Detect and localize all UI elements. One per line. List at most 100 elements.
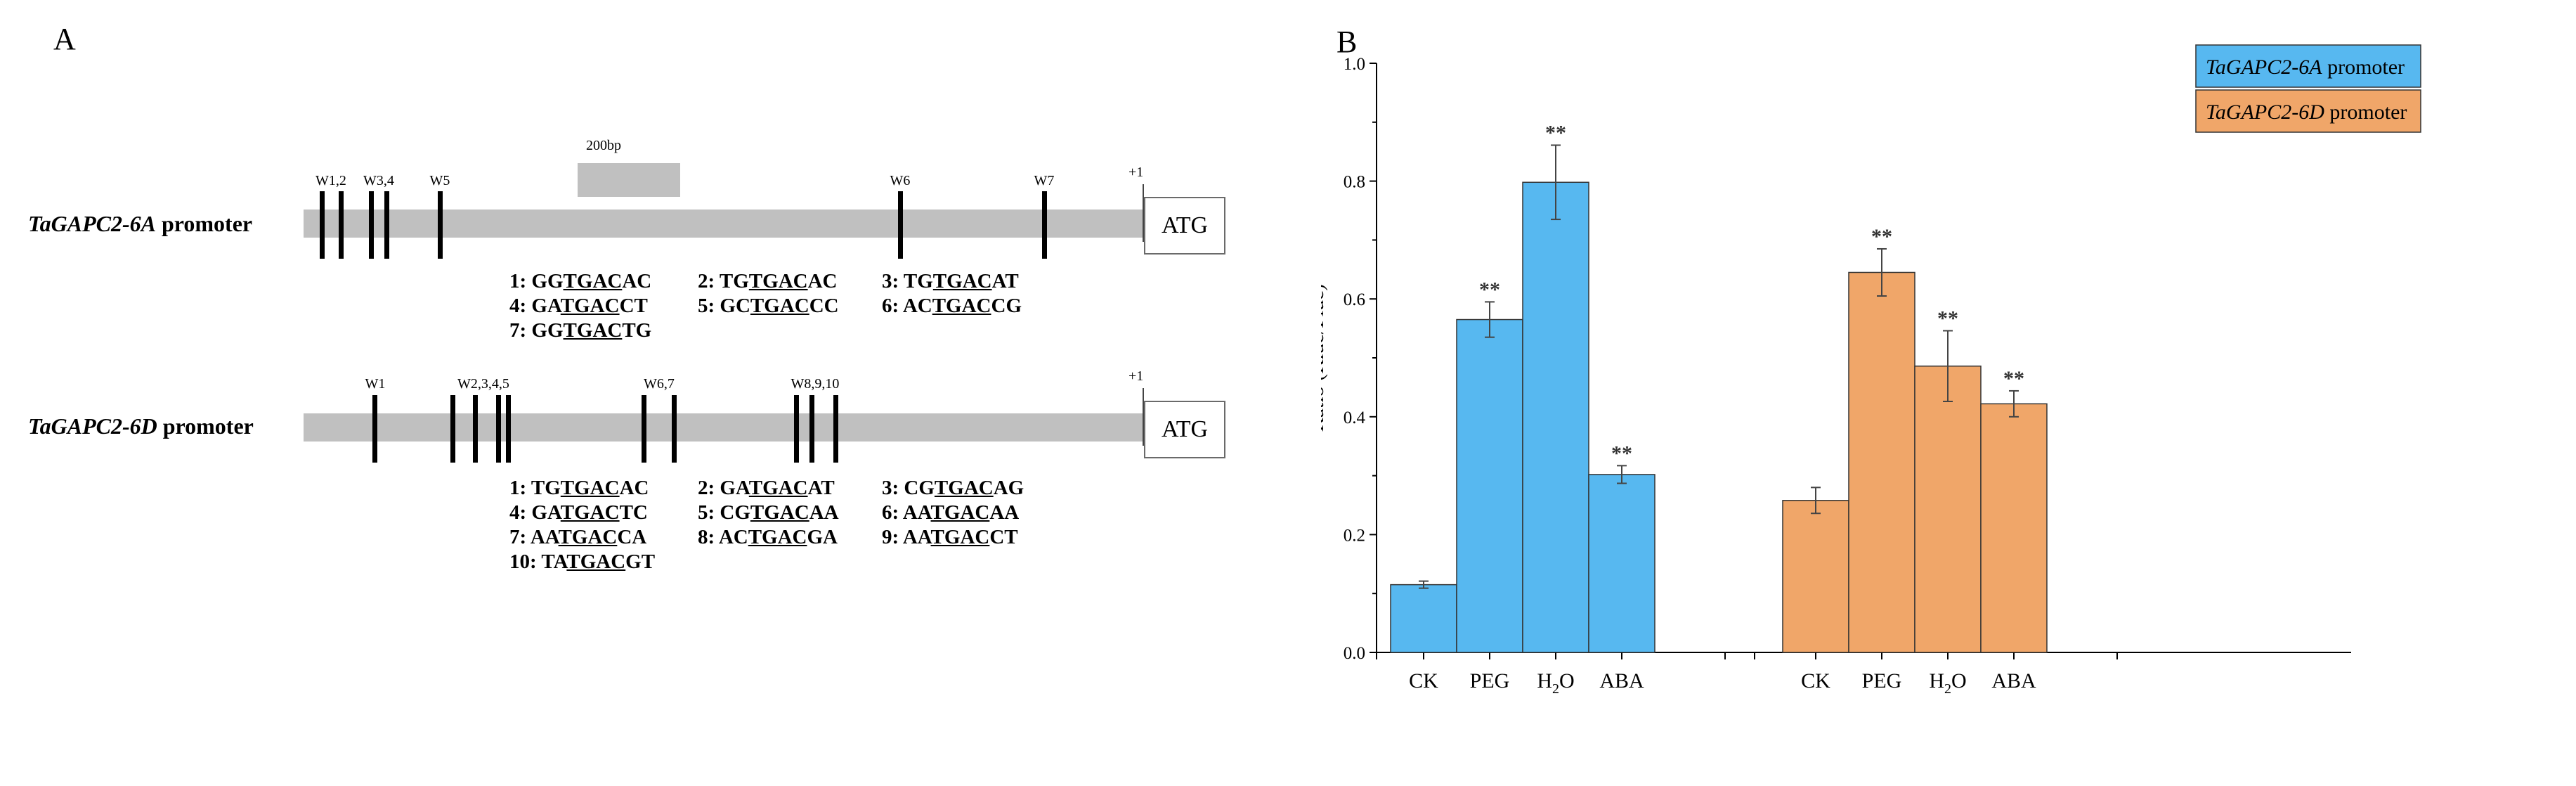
sequence-part: 6:: [882, 295, 903, 317]
w-site-mark: [809, 395, 814, 463]
x-tick-label: H2O: [1537, 669, 1574, 697]
wbox-core-motif: TGAC: [560, 501, 620, 524]
wbox-core-motif: TGAC: [563, 319, 623, 342]
tss-line: [1143, 184, 1144, 242]
legend-swatch: [2195, 89, 2421, 133]
w-label: W1: [365, 376, 386, 392]
w-site-mark: [372, 395, 377, 463]
sequence-part: TG: [622, 319, 652, 342]
wbox-site-sequence: 7: AATGACCA: [509, 526, 698, 549]
wbox-core-motif: TGAC: [930, 526, 990, 548]
wbox-site-sequence: 5: GCTGACCC: [698, 295, 882, 318]
sequence-part: AC: [622, 270, 652, 292]
promoter-6d-label: TaGAPC2-6D promoter: [28, 413, 254, 439]
w-site-mark: [473, 395, 478, 463]
panel-letter-b: B: [1336, 25, 1357, 59]
wbox-site-sequence: 6: AATGACAA: [882, 501, 1022, 524]
sequence-part: GA: [531, 501, 561, 524]
promoter-6a-track: [304, 210, 1143, 238]
sites-6d-list: 1: TGTGACAC 2: GATGACAT 3: CGTGACAG 4: GATG…: [509, 477, 1024, 574]
x-tick-label: CK: [1801, 669, 1830, 692]
bar: [1456, 318, 1523, 653]
w-site-mark: [1042, 191, 1047, 259]
y-tick-label: 0.4: [1344, 408, 1366, 427]
sequence-part: 4:: [509, 295, 532, 317]
w-site-mark: [672, 395, 677, 463]
wbox-core-motif: TGAC: [750, 295, 809, 317]
wbox-core-motif: TGAC: [934, 477, 994, 499]
wbox-site-sequence: 1: GGTGACAC: [509, 270, 698, 293]
legend-label: TaGAPC2-6A promoter: [2206, 56, 2405, 79]
wbox-core-motif: TGAC: [748, 526, 807, 548]
sequence-part: 3:: [882, 270, 904, 292]
sequence-part: AC: [807, 270, 838, 292]
bar: [1914, 365, 1982, 653]
w-site-mark: [642, 395, 646, 463]
w-site-mark: [369, 191, 374, 259]
sequence-part: 2:: [698, 270, 720, 292]
sites-6a-list: 1: GGTGACAC 2: TGTGACAC 3: TGTGACAT 4: GATG…: [509, 270, 1022, 342]
sequence-part: AG: [993, 477, 1024, 499]
sequence-part: AC: [619, 477, 649, 499]
wbox-core-motif: TGAC: [930, 501, 990, 524]
x-tick-label: PEG: [1470, 669, 1510, 692]
w-site-mark: [833, 395, 838, 463]
bar: [1588, 474, 1655, 653]
significance-label: **: [1545, 121, 1566, 144]
sequence-part: TA: [541, 550, 567, 573]
sequence-part: TG: [903, 270, 933, 292]
bar: [1848, 271, 1915, 653]
w-site-mark: [496, 395, 501, 463]
panel-b: B 0.0 0.2 0.4 0.6 0.8 1.0 Ratio (Rluc/Fluc) CK **…: [1305, 0, 2576, 782]
legend-swatch: [2195, 44, 2421, 88]
promoter-6a-label: TaGAPC2-6A promoter: [28, 211, 253, 236]
wbox-core-motif: TGAC: [932, 270, 992, 292]
sequence-part: 2:: [698, 477, 720, 499]
scale-bar: [578, 163, 680, 197]
y-axis-label: Ratio (Rluc/Fluc): [1321, 284, 1328, 432]
panel-letter-a: A: [53, 22, 76, 56]
significance-label: **: [2003, 367, 2024, 390]
sequence-part: 5:: [698, 501, 720, 524]
wbox-site-sequence: 4: GATGACCT: [509, 295, 698, 318]
significance-label: **: [1871, 225, 1892, 248]
bar: [1390, 584, 1457, 653]
wbox-core-motif: TGAC: [932, 295, 991, 317]
sequence-part: GT: [625, 550, 656, 573]
sequence-part: AA: [902, 526, 931, 548]
w-site-mark: [450, 395, 455, 463]
x-tick-label: ABA: [1599, 669, 1644, 692]
sequence-part: CT: [989, 526, 1018, 548]
sequence-part: 6:: [882, 501, 903, 524]
wbox-site-sequence: 3: TGTGACAT: [882, 270, 1022, 293]
sequence-part: AT: [807, 477, 835, 499]
wbox-core-motif: TGAC: [560, 295, 620, 317]
w-site-mark: [898, 191, 903, 259]
sequence-part: GG: [531, 270, 564, 292]
sequence-part: TG: [531, 477, 561, 499]
w-label: W6: [890, 173, 911, 188]
wbox-site-sequence: 1: TGTGACAC: [509, 477, 698, 500]
tss-label: +1: [1128, 165, 1144, 180]
sequence-part: AA: [989, 501, 1020, 524]
sequence-part: CG: [991, 295, 1022, 317]
bar: [1782, 500, 1849, 653]
bar: [1980, 403, 2048, 653]
sequence-part: 9:: [882, 526, 903, 548]
sequence-part: TG: [719, 270, 749, 292]
wbox-site-sequence: 10: TATGACGT: [509, 550, 698, 574]
sequence-part: 7:: [509, 526, 531, 548]
y-tick-label: 0.8: [1344, 173, 1365, 192]
wbox-site-sequence: 5: CGTGACAA: [698, 501, 882, 524]
tss-line: [1143, 388, 1144, 446]
sequence-part: 1:: [509, 477, 531, 499]
w-label: W8,9,10: [791, 376, 840, 392]
x-tick-label: ABA: [1991, 669, 2036, 692]
wbox-site-sequence: 2: TGTGACAC: [698, 270, 882, 293]
w-label: W1,2: [316, 173, 346, 188]
wbox-site-sequence: 6: ACTGACCG: [882, 295, 1022, 318]
sequence-part: 10:: [509, 550, 542, 573]
promoter-6d-track: [304, 413, 1143, 442]
wbox-site-sequence: 9: AATGACCT: [882, 526, 1022, 549]
wbox-site-sequence: 7: GGTGACTG: [509, 319, 698, 342]
